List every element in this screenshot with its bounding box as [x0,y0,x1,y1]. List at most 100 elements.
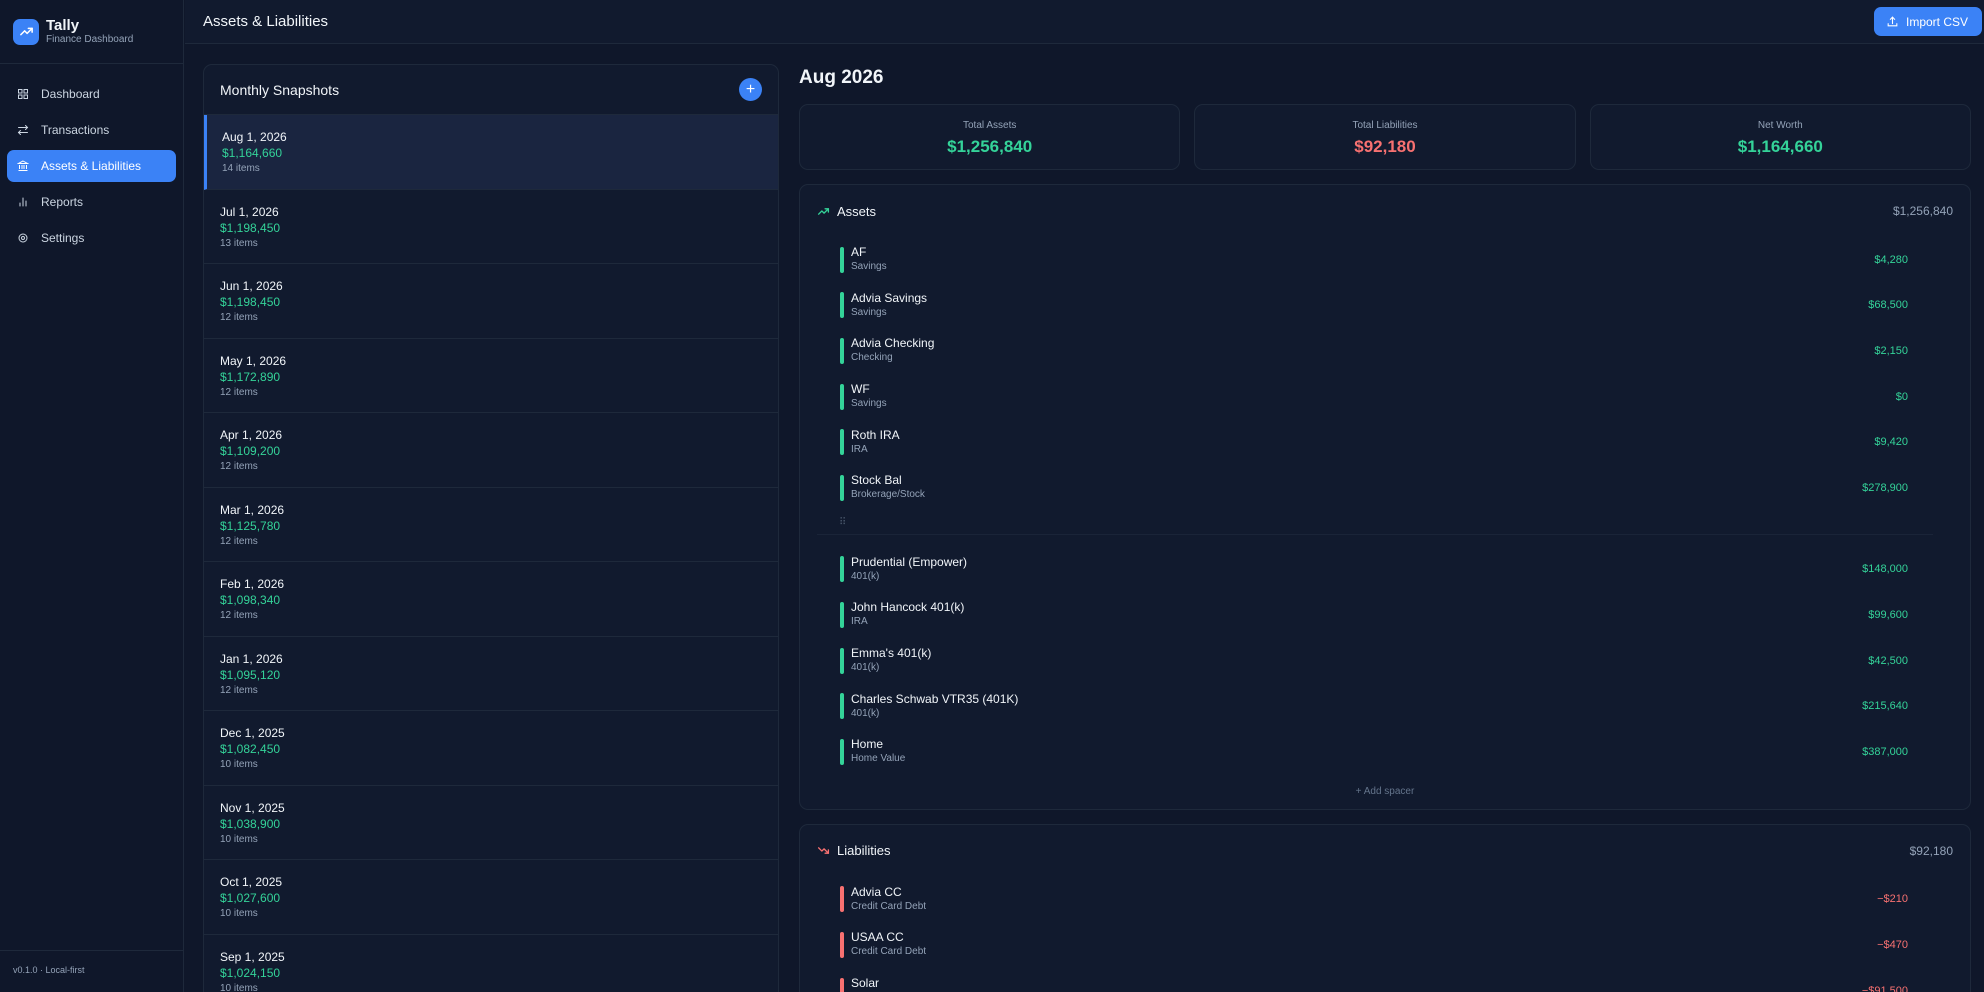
snapshot-item[interactable]: Jun 1, 2026 $1,198,450 12 items [204,264,778,339]
bar-chart-icon [16,195,30,209]
sidebar-nav: Dashboard Transactions Assets & Liabilit… [0,64,183,272]
snapshot-item[interactable]: Jul 1, 2026 $1,198,450 13 items [204,190,778,264]
snapshot-value: $1,082,450 [220,742,281,756]
account-category: 401(k) [851,707,880,719]
snapshots-header: Monthly Snapshots + [204,65,778,115]
row-text: WF Savings [851,382,1896,411]
account-amount: $215,640 [1862,700,1908,713]
asset-row[interactable]: Advia Checking Checking $2,150 [817,328,1953,374]
snapshot-date: Aug 1, 2026 [222,130,287,144]
total-assets-value: $1,256,840 [947,137,1033,156]
account-name: USAA CC [851,930,904,945]
account-category: 401(k) [851,570,880,582]
spacer-row[interactable]: ⠿ [817,511,1933,535]
account-name: Advia CC [851,884,902,899]
snapshot-item[interactable]: Apr 1, 2026 $1,109,200 12 items [204,413,778,488]
snapshot-date: Apr 1, 2026 [220,428,283,442]
brand[interactable]: Tally Finance Dashboard [0,0,183,64]
import-csv-button[interactable]: Import CSV [1873,7,1982,36]
asset-row[interactable]: WF Savings $0 [817,374,1953,420]
snapshot-value: $1,172,890 [220,369,281,384]
snapshot-count: 12 items [220,386,258,398]
snapshot-value: $1,024,150 [220,965,281,980]
snapshot-date: Dec 1, 2025 [220,726,285,740]
snapshot-count: 10 items [220,759,258,770]
row-text: Advia Checking Checking [851,336,1874,365]
add-spacer-button[interactable]: + Add spacer [1355,786,1415,798]
account-category: Savings [851,398,887,410]
color-bar [840,977,844,992]
snapshot-count: 12 items [220,312,258,323]
row-text: Stock Bal Brokerage/Stock [851,473,1862,502]
color-bar [840,886,844,913]
snapshot-item[interactable]: Mar 1, 2026 $1,125,780 12 items [204,488,778,562]
account-category: Home Value [851,753,906,765]
account-name: Advia Savings [851,290,928,305]
page-title: Assets & Liabilities [203,13,329,30]
upload-icon [1886,15,1899,28]
account-amount: $99,600 [1868,608,1908,621]
asset-row[interactable]: Advia Savings Savings $68,500 [817,283,1953,329]
total-liabilities-label: Total Liabilities [1352,120,1418,131]
asset-row[interactable]: Charles Schwab VTR35 (401K) 401(k) $215,64… [817,683,1953,729]
drag-handle-icon[interactable]: ⠿ [839,516,848,528]
asset-row[interactable]: AF Savings $4,280 [817,237,1953,283]
account-name: Solar [851,976,880,991]
snapshot-date: Feb 1, 2026 [220,577,285,591]
liability-row[interactable]: Advia CC Credit Card Debt −$210 [817,877,1953,923]
row-text: Home Home Value [851,737,1862,766]
snapshots-title: Monthly Snapshots [220,81,340,98]
asset-row[interactable]: Roth IRA IRA $9,420 [817,419,1953,465]
brand-subtitle: Finance Dashboard [46,34,134,45]
sidebar-item-label: Settings [41,231,85,245]
snapshot-count: 10 items [220,982,258,992]
snapshot-count: 13 items [220,237,258,249]
row-text: Advia CC Credit Card Debt [851,885,1877,914]
asset-row[interactable]: John Hancock 401(k) IRA $99,600 [817,592,1953,638]
account-amount: $4,280 [1874,253,1908,266]
account-category: Savings [851,261,887,273]
snapshot-value: $1,109,200 [220,444,281,458]
sidebar-item-reports[interactable]: Reports [7,186,176,218]
snapshot-item[interactable]: Dec 1, 2025 $1,082,450 10 items [204,711,778,786]
account-name: Emma's 401(k) [851,646,932,661]
liability-row[interactable]: USAA CC Credit Card Debt −$470 [817,922,1953,968]
net-worth-card: Net Worth $1,164,660 [1589,104,1971,170]
total-liabilities-value: $92,180 [1354,137,1416,156]
liability-row[interactable]: SolarOther Liability−$91,500 [817,968,1953,992]
asset-row[interactable]: Emma's 401(k) 401(k) $42,500 [817,638,1953,684]
sidebar-item-settings[interactable]: Settings [7,222,176,254]
color-bar [840,246,844,273]
snapshot-value: $1,038,900 [220,816,281,831]
snapshot-item[interactable]: May 1, 2026 $1,172,890 12 items [204,339,778,413]
snapshot-item[interactable]: Feb 1, 2026 $1,098,340 12 items [204,562,778,637]
gear-icon [16,231,30,245]
assets-total: $1,256,840 [1892,204,1953,218]
account-amount: $0 [1895,390,1908,403]
net-worth-value: $1,164,660 [1737,137,1823,156]
color-bar [840,601,844,628]
trending-up-icon [13,18,39,45]
account-category: IRA [851,443,868,455]
snapshots-list: Aug 1, 2026 $1,164,660 14 items Jul 1, 2026… [204,115,778,992]
snapshot-item[interactable]: Oct 1, 2025 $1,027,600 10 items [204,860,778,935]
account-name: Stock Bal [851,473,902,488]
asset-row[interactable]: Stock Bal Brokerage/Stock $278,900 [817,465,1953,511]
snapshot-item[interactable]: Aug 1, 2026 $1,164,660 14 items [204,115,778,190]
asset-row[interactable]: Prudential (Empower) 401(k) $148,000 [817,547,1953,593]
assets-header: Assets $1,256,840 [817,185,1953,237]
asset-row[interactable]: Home Home Value $387,000 [817,729,1953,775]
snapshot-item[interactable]: Jan 1, 2026 $1,095,120 12 items [204,637,778,711]
sidebar-item-dashboard[interactable]: Dashboard [7,78,176,110]
account-name: Home [851,737,884,752]
total-assets-card: Total Assets $1,256,840 [799,104,1181,170]
color-bar [840,647,844,674]
sidebar-item-transactions[interactable]: Transactions [7,114,176,146]
snapshot-item[interactable]: Sep 1, 2025 $1,024,150 10 items [204,935,778,992]
account-category: Brokerage/Stock [851,489,925,501]
snapshot-value: $1,095,120 [220,667,281,682]
sidebar-item-assets-liabilities[interactable]: Assets & Liabilities [7,150,176,182]
snapshot-item[interactable]: Nov 1, 2025 $1,038,900 10 items [204,786,778,860]
snapshot-value: $1,198,450 [220,295,281,309]
add-snapshot-button[interactable]: + [739,78,762,101]
